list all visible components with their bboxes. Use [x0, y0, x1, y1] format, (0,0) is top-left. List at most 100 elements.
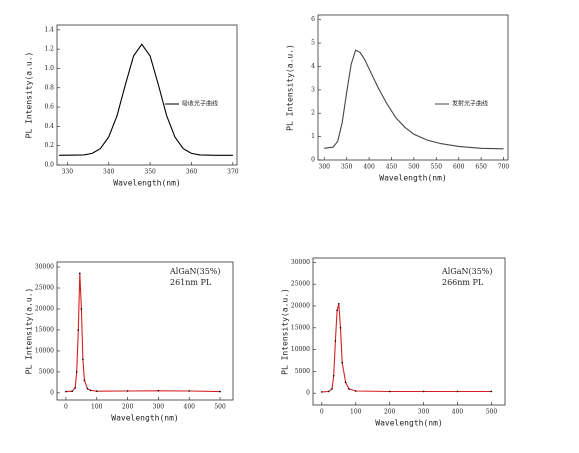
- y-tick-label: 15000: [35, 326, 54, 333]
- x-tick-label: 650: [475, 164, 487, 171]
- x-tick-label: 450: [386, 164, 398, 171]
- series-line: [324, 49, 504, 150]
- data-point: [348, 388, 350, 390]
- data-point: [95, 390, 98, 392]
- data-point: [126, 390, 129, 392]
- data-point: [388, 390, 391, 393]
- plot-frame: [312, 257, 506, 406]
- data-point: [332, 374, 335, 377]
- chart: 330 340 350 360 370 0.0 0.2 0.4 0.6 0.8 1.0 1.2 1.4 W…: [25, 24, 239, 188]
- x-tick-label: 200: [122, 404, 134, 411]
- y-tick-label: 0.4: [44, 123, 54, 130]
- data-point: [344, 381, 347, 384]
- y-tick-label: 1: [311, 133, 315, 140]
- data-point: [490, 390, 493, 393]
- x-tick-label: 100: [350, 409, 362, 416]
- y-tick-label: 15000: [291, 324, 310, 331]
- plot-frame: [56, 24, 238, 166]
- data-point: [354, 390, 357, 392]
- x-tick-label: 350: [144, 169, 156, 176]
- x-axis-label: Wavelength(nm): [379, 174, 446, 183]
- data-point: [321, 391, 323, 393]
- y-tick-label: 5000: [39, 368, 54, 375]
- data-point: [188, 390, 191, 392]
- y-tick-label: 0.0: [44, 162, 54, 169]
- y-tick-label: 5000: [295, 368, 310, 375]
- data-point: [89, 389, 92, 392]
- y-tick-label: 4: [311, 63, 315, 70]
- y-axis-label: PL Intensity(a.u.): [281, 288, 290, 375]
- data-point: [74, 387, 76, 389]
- y-tick-label: 25000: [291, 281, 310, 288]
- data-point: [80, 308, 83, 310]
- x-tick-label: 500: [408, 164, 420, 171]
- x-tick-label: 370: [227, 169, 239, 176]
- series-line: [321, 303, 492, 393]
- series-line: [65, 273, 221, 393]
- x-tick-label: 600: [453, 164, 465, 171]
- legend-label: 吸收光子曲线: [182, 100, 218, 108]
- y-tick-label: 25000: [35, 285, 54, 292]
- x-tick-label: 340: [103, 169, 115, 176]
- data-point: [339, 326, 342, 329]
- data-point: [83, 379, 86, 382]
- y-axis-label: PL Intensity(a.u.): [25, 288, 34, 375]
- plot-frame: [317, 14, 509, 161]
- y-tick-label: 1.0: [44, 65, 54, 72]
- x-tick-label: 400: [363, 164, 375, 171]
- chart: 0 100 200 300 400 500050001000015000200002500…: [25, 261, 234, 423]
- x-tick-label: 330: [62, 169, 74, 176]
- y-tick-label: 20000: [35, 305, 54, 312]
- y-tick-label: 20000: [291, 302, 310, 309]
- data-point: [77, 329, 80, 331]
- series-line: [59, 43, 233, 156]
- y-tick-label: 10000: [35, 347, 54, 354]
- y-tick-label: 3: [311, 86, 315, 93]
- chart: 0 100 200 300 400 500050001000015000200002500…: [281, 257, 506, 428]
- x-tick-label: 100: [91, 404, 103, 411]
- y-tick-label: 0.8: [44, 84, 54, 91]
- data-point: [422, 390, 425, 393]
- x-tick-label: 0: [320, 409, 324, 416]
- x-tick-label: 300: [418, 409, 430, 416]
- x-axis-label: Wavelength(nm): [113, 179, 180, 188]
- annotation: AlGaN(35%): [441, 267, 493, 276]
- y-tick-label: 0: [311, 157, 315, 164]
- x-tick-label: 200: [384, 409, 396, 416]
- x-tick-label: 700: [498, 164, 510, 171]
- y-tick-label: 2: [311, 110, 315, 117]
- y-axis-label: PL Intensity(a.u.): [25, 52, 34, 139]
- annotation: AlGaN(35%): [169, 267, 221, 276]
- y-tick-label: 0.6: [44, 104, 54, 111]
- x-tick-label: 500: [214, 404, 226, 411]
- x-tick-label: 400: [452, 409, 464, 416]
- data-point: [82, 358, 84, 361]
- plot-frame: [56, 261, 234, 401]
- x-tick-label: 400: [184, 404, 196, 411]
- data-point: [456, 390, 459, 393]
- data-point: [334, 340, 337, 342]
- data-point: [331, 388, 333, 390]
- annotation: 261nm PL: [170, 278, 212, 287]
- y-tick-label: 10000: [291, 346, 310, 353]
- x-tick-label: 500: [486, 409, 498, 416]
- y-tick-label: 6: [311, 16, 315, 23]
- data-point: [336, 309, 338, 312]
- x-tick-label: 300: [319, 164, 331, 171]
- y-tick-label: 0: [306, 390, 310, 397]
- data-point: [219, 390, 221, 393]
- data-point: [337, 303, 340, 305]
- data-point: [327, 390, 330, 393]
- data-point: [341, 361, 343, 364]
- chart: 300 350 400 450 500 550 600 650 700 0 1 2 3 4 5 6 Wavele…: [286, 14, 510, 183]
- x-tick-label: 300: [153, 404, 165, 411]
- data-point: [71, 390, 73, 392]
- data-point: [86, 387, 89, 390]
- y-tick-label: 5: [311, 40, 315, 47]
- x-tick-label: 0: [64, 404, 68, 411]
- data-point: [65, 390, 67, 393]
- x-tick-label: 550: [431, 164, 443, 171]
- x-axis-label: Wavelength(nm): [375, 419, 442, 428]
- y-tick-label: 0.2: [44, 142, 54, 149]
